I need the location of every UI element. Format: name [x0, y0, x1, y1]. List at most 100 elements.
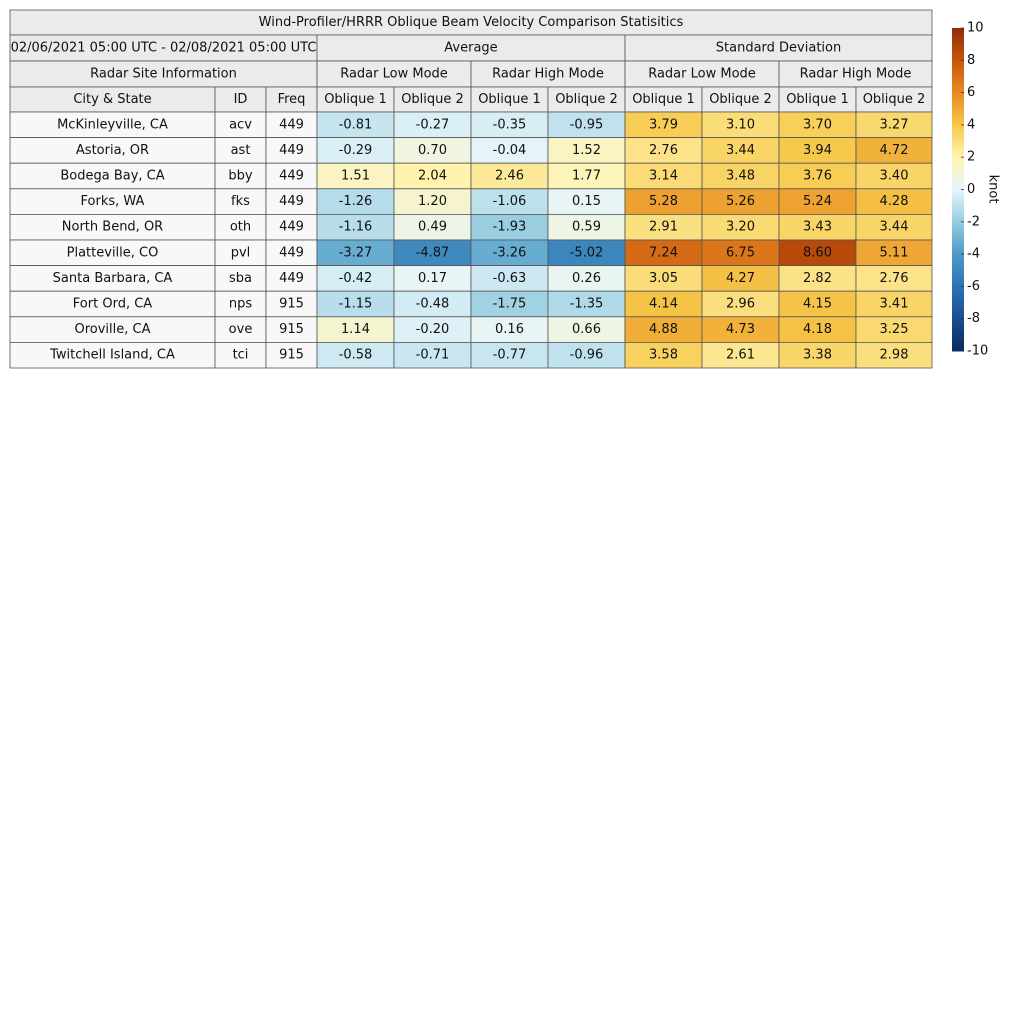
column-header-cell	[624, 86, 703, 113]
colorbar-segment	[952, 37, 964, 42]
site-cell: 915	[279, 348, 304, 363]
value: -3.27	[339, 245, 373, 260]
colorbar-segment	[952, 189, 964, 194]
site-cell: 449	[279, 220, 304, 235]
colorbar-segment	[952, 105, 964, 110]
site-cell-cell	[214, 290, 267, 318]
colorbar-tick-label: 0	[967, 182, 975, 197]
value: -1.35	[570, 297, 604, 312]
value: 2.96	[726, 297, 755, 312]
value: 2.46	[495, 169, 524, 184]
value: -0.81	[339, 117, 373, 132]
site-cell: Oroville, CA	[74, 322, 150, 337]
colorbar-segment	[952, 118, 964, 123]
value: 4.73	[726, 322, 755, 337]
colorbar-segment	[952, 315, 964, 320]
value: 0.15	[572, 194, 601, 209]
colorbar-segment	[952, 137, 964, 142]
value-cell	[701, 111, 780, 139]
value: 3.48	[726, 169, 755, 184]
group-header-cell	[624, 34, 933, 62]
value: 3.25	[880, 322, 909, 337]
site-cell-cell	[9, 188, 216, 215]
site-cell: Forks, WA	[81, 194, 145, 209]
colorbar-segment	[952, 160, 964, 165]
value: 2.91	[649, 220, 678, 235]
colorbar-segment	[952, 312, 964, 316]
site-cell-cell	[9, 239, 216, 267]
value-cell	[547, 341, 626, 369]
value-cell	[624, 341, 703, 369]
site-cell-cell	[9, 111, 216, 139]
value: -0.96	[570, 348, 604, 363]
value-cell	[701, 137, 780, 164]
value: 5.11	[880, 245, 909, 260]
colorbar-segment	[952, 141, 964, 145]
column-header: Oblique 2	[863, 92, 926, 107]
colorbar-label: knot	[986, 175, 1001, 204]
column-header: Oblique 2	[555, 92, 618, 107]
colorbar-tick-label: 4	[967, 117, 975, 132]
value-cell	[778, 316, 857, 343]
site-cell: Astoria, OR	[76, 143, 149, 158]
colorbar-segment	[952, 199, 964, 203]
value: 2.98	[880, 348, 909, 363]
colorbar-segment	[952, 347, 964, 352]
colorbar-segment	[952, 247, 964, 252]
site-cell-cell	[214, 341, 267, 369]
colorbar-segment	[952, 318, 964, 323]
value-cell	[624, 111, 703, 139]
colorbar-segment	[952, 221, 964, 226]
colorbar-segment	[952, 147, 964, 152]
value: 1.52	[572, 143, 601, 158]
colorbar-segment	[952, 231, 964, 236]
mode-header-cell	[624, 60, 780, 88]
colorbar-segment	[952, 128, 964, 132]
colorbar-segment	[952, 69, 964, 74]
colorbar-segment	[952, 95, 964, 100]
colorbar-segment	[952, 163, 964, 168]
value: 1.20	[418, 194, 447, 209]
value-cell	[547, 111, 626, 139]
value-cell	[855, 341, 933, 369]
value: -0.20	[416, 322, 450, 337]
mode-header: Radar High Mode	[492, 67, 604, 82]
value-cell	[624, 137, 703, 164]
colorbar-segment	[952, 63, 964, 68]
site-cell: ove	[229, 322, 253, 337]
value: 3.40	[880, 169, 909, 184]
value: 0.66	[572, 322, 601, 337]
value-cell	[855, 137, 933, 164]
value-cell	[855, 213, 933, 241]
colorbar-tick-label: -10	[967, 344, 988, 359]
value: 2.76	[649, 143, 678, 158]
value-cell	[778, 290, 857, 318]
site-cell: Platteville, CO	[67, 245, 159, 260]
site-cell: McKinleyville, CA	[57, 117, 168, 132]
value-cell	[316, 213, 395, 241]
site-cell-cell	[265, 265, 318, 292]
column-header: Freq	[278, 92, 306, 107]
mode-header-cell	[316, 60, 472, 88]
site-cell-cell	[265, 162, 318, 190]
site-cell: 915	[279, 297, 304, 312]
value: -0.63	[493, 271, 527, 286]
colorbar-segment	[952, 237, 964, 242]
value: 0.16	[495, 322, 524, 337]
colorbar-segment	[952, 228, 964, 232]
value: -1.75	[493, 297, 527, 312]
value-cell	[855, 290, 933, 318]
colorbar-segment	[952, 76, 964, 81]
colorbar-segment	[952, 341, 964, 346]
value-cell	[393, 341, 472, 369]
colorbar-segment	[952, 334, 964, 339]
value-cell	[855, 111, 933, 139]
value-cell	[701, 341, 780, 369]
value-cell	[855, 188, 933, 215]
value-cell	[855, 265, 933, 292]
value: -0.77	[493, 348, 527, 363]
colorbar-tick-label: 8	[967, 53, 975, 68]
value: 3.20	[726, 220, 755, 235]
value: 1.51	[341, 169, 370, 184]
